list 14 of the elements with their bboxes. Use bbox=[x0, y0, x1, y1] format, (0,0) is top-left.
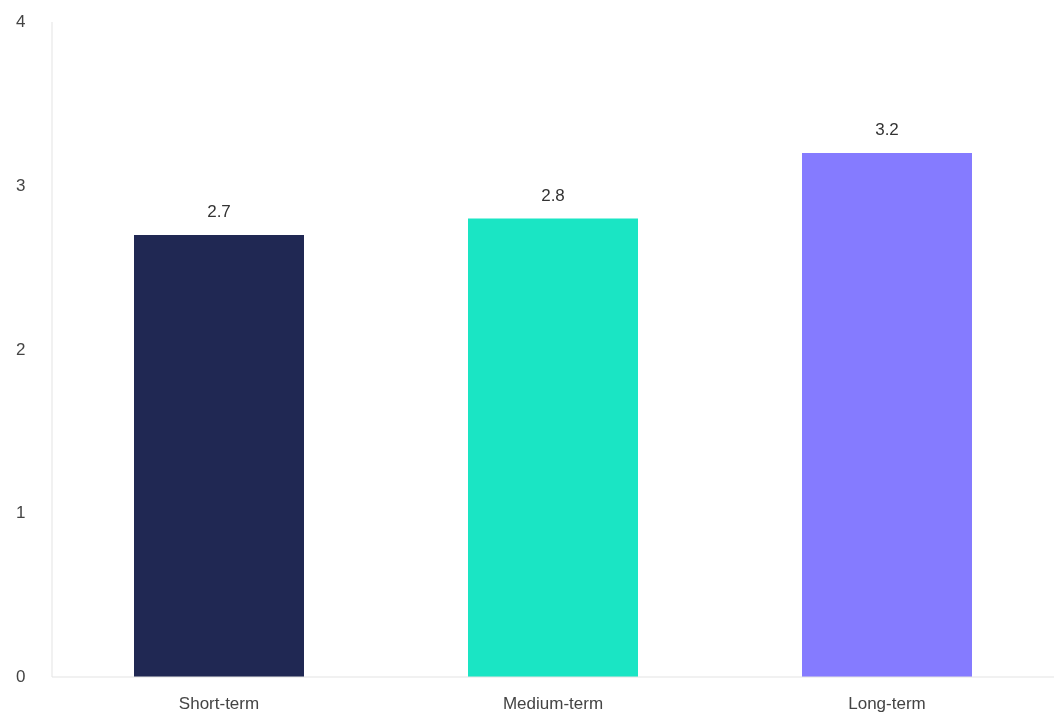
data-label: 2.7 bbox=[207, 201, 231, 221]
y-tick-label: 1 bbox=[16, 503, 26, 523]
bar bbox=[468, 218, 638, 677]
y-tick-label: 2 bbox=[16, 339, 26, 359]
data-label: 3.2 bbox=[875, 120, 899, 139]
bar bbox=[802, 153, 972, 677]
y-tick-label: 0 bbox=[16, 667, 26, 686]
x-tick-label: Long-term bbox=[848, 694, 926, 714]
x-tick-label: Short-term bbox=[178, 694, 260, 714]
y-tick-label: 3 bbox=[16, 175, 26, 195]
data-label: 2.8 bbox=[541, 185, 565, 205]
y-tick-label: 4 bbox=[16, 12, 26, 31]
bar bbox=[134, 234, 304, 677]
x-tick-label: Medium-term bbox=[502, 694, 604, 714]
